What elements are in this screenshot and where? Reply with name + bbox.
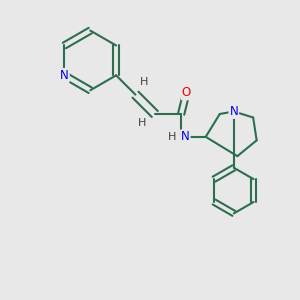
Text: O: O [182,86,191,99]
Text: H: H [168,132,176,142]
Text: N: N [230,105,238,118]
Text: H: H [138,118,147,128]
Text: N: N [181,130,190,143]
Text: N: N [60,69,69,82]
Text: H: H [140,77,148,87]
